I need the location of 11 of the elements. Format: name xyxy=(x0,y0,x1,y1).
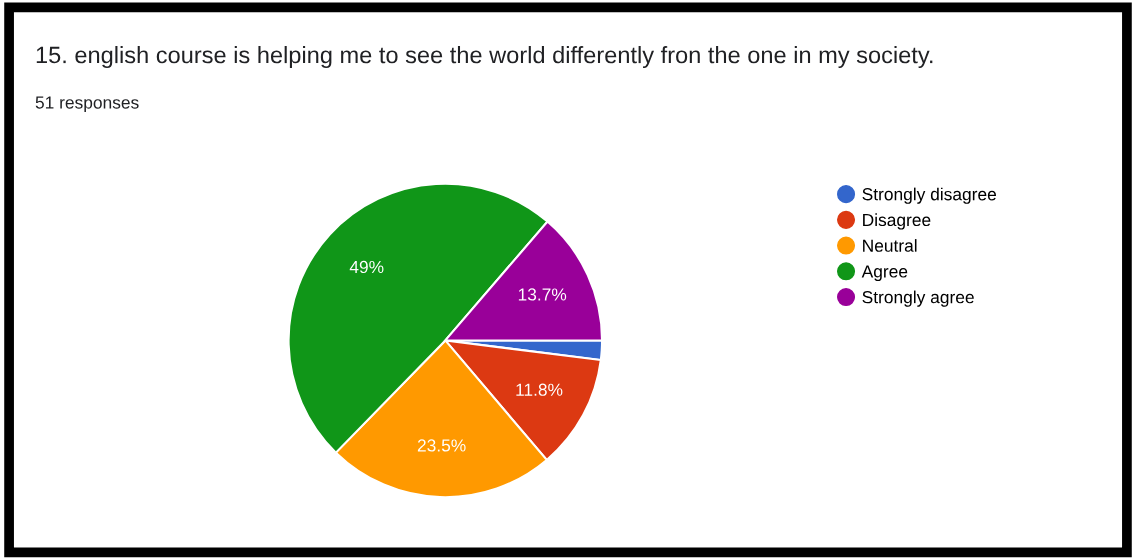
text: 51 responses xyxy=(35,96,139,113)
legend-label: Strongly disagree xyxy=(862,187,996,204)
legend-label: Agree xyxy=(861,265,908,282)
data-label: 49% xyxy=(349,260,384,274)
data-label: 13.7% xyxy=(518,288,567,301)
legend-label: Disagree xyxy=(863,213,931,230)
legend-label: Neutral xyxy=(863,239,917,252)
legend-label: Strongly agree xyxy=(862,290,974,307)
chart-title: 15. english course is helping me to see the world differently fron the one in my society. xyxy=(36,46,933,68)
data-label: 23.5% xyxy=(417,439,466,452)
data-label: 11.8% xyxy=(516,383,563,396)
